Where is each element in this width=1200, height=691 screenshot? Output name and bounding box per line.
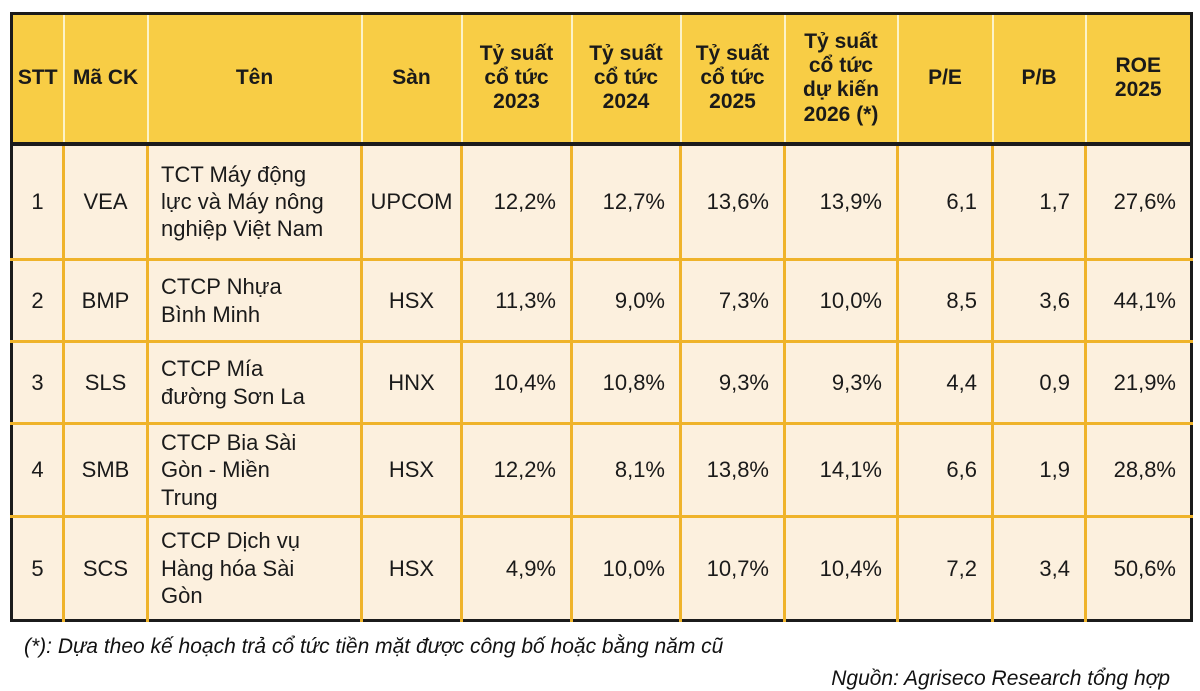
cell-ten: CTCP Bia Sài Gòn - Miền Trung <box>146 422 363 518</box>
cell-ten: CTCP Mía đường Sơn La <box>146 340 363 425</box>
cell-ty-suat-2026: 10,0% <box>783 258 899 343</box>
cell-roe: 28,8% <box>1084 422 1192 518</box>
cell-ma-ck: BMP <box>62 258 149 343</box>
column-header-ten: Tên <box>146 13 362 146</box>
cell-ty-suat-2024: 10,8% <box>570 340 682 425</box>
header-line: ROE <box>1115 53 1161 77</box>
header-line: cổ tức <box>593 66 659 90</box>
header-line: Tỷ suất <box>804 29 878 53</box>
table-row: 4 SMB CTCP Bia Sài Gòn - Miền Trung HSX … <box>11 422 1192 518</box>
header-line: Sàn <box>392 66 431 90</box>
cell-san: HNX <box>360 340 463 425</box>
header-line: dự kiến <box>803 78 879 102</box>
footnote-text: (*): Dựa theo kế hoạch trả cổ tức tiền m… <box>24 634 724 658</box>
cell-san: UPCOM <box>360 142 463 261</box>
cell-ty-suat-2025: 10,7% <box>679 514 786 621</box>
cell-pe: 6,1 <box>896 142 994 261</box>
header-line: 2026 (*) <box>803 102 879 126</box>
cell-roe: 44,1% <box>1084 258 1192 343</box>
cell-ty-suat-2025: 7,3% <box>679 258 786 343</box>
dividend-yield-table: STT Mã CK Tên Sàn Tỷ suất cổ tức 2023 Tỷ… <box>10 12 1193 622</box>
cell-stt: 1 <box>11 142 65 261</box>
table-row: 1 VEA TCT Máy động lực và Máy nông nghiệ… <box>11 142 1192 261</box>
header-line: 2024 <box>602 90 650 114</box>
cell-pb: 1,7 <box>991 142 1087 261</box>
cell-ty-suat-2023: 4,9% <box>460 514 573 621</box>
header-line: Mã CK <box>72 66 139 90</box>
column-header-ma-ck: Mã CK <box>62 13 148 146</box>
column-header-san: Sàn <box>360 13 462 146</box>
header-line: Tỷ suất <box>479 41 554 65</box>
header-line: Tỷ suất <box>695 41 770 65</box>
cell-ty-suat-2023: 12,2% <box>460 142 573 261</box>
cell-pe: 8,5 <box>896 258 994 343</box>
source-attribution: Nguồn: Agriseco Research tổng hợp <box>831 666 1170 690</box>
column-header-ty-suat-du-kien-2026: Tỷ suất cổ tức dự kiến 2026 (*) <box>783 13 898 146</box>
header-row: STT Mã CK Tên Sàn Tỷ suất cổ tức 2023 Tỷ… <box>11 13 1192 146</box>
cell-pb: 3,4 <box>991 514 1087 621</box>
cell-roe: 21,9% <box>1084 340 1192 425</box>
table-row: 3 SLS CTCP Mía đường Sơn La HNX 10,4% 10… <box>11 340 1192 425</box>
header-line: Tên <box>235 66 274 90</box>
cell-ma-ck: SCS <box>62 514 149 621</box>
header-line: cổ tức <box>484 66 549 90</box>
cell-ty-suat-2024: 10,0% <box>570 514 682 621</box>
header-line: Tỷ suất <box>589 41 663 65</box>
column-header-ty-suat-2023: Tỷ suất cổ tức 2023 <box>460 13 572 146</box>
header-line: STT <box>17 66 58 90</box>
cell-san: HSX <box>360 514 463 621</box>
header-line: P/B <box>1021 66 1057 90</box>
cell-ty-suat-2023: 11,3% <box>460 258 573 343</box>
cell-pb: 1,9 <box>991 422 1087 518</box>
notes-section: (*): Dựa theo kế hoạch trả cổ tức tiền m… <box>10 635 1190 691</box>
column-header-stt: STT <box>11 13 64 146</box>
cell-stt: 5 <box>11 514 65 621</box>
cell-ma-ck: VEA <box>62 142 149 261</box>
header-line: 2025 <box>1114 78 1162 102</box>
cell-ty-suat-2024: 8,1% <box>570 422 682 518</box>
cell-ty-suat-2025: 13,8% <box>679 422 786 518</box>
cell-ty-suat-2023: 10,4% <box>460 340 573 425</box>
cell-ty-suat-2025: 13,6% <box>679 142 786 261</box>
cell-ten: CTCP Dịch vụ Hàng hóa Sài Gòn <box>146 514 363 621</box>
cell-roe: 27,6% <box>1084 142 1192 261</box>
cell-ma-ck: SLS <box>62 340 149 425</box>
cell-san: HSX <box>360 422 463 518</box>
cell-pe: 7,2 <box>896 514 994 621</box>
column-header-pe: P/E <box>896 13 993 146</box>
table-row: 2 BMP CTCP Nhựa Bình Minh HSX 11,3% 9,0%… <box>11 258 1192 343</box>
header-line: P/E <box>928 66 962 90</box>
cell-pb: 3,6 <box>991 258 1087 343</box>
cell-san: HSX <box>360 258 463 343</box>
cell-stt: 3 <box>11 340 65 425</box>
column-header-ty-suat-2024: Tỷ suất cổ tức 2024 <box>570 13 681 146</box>
table-row: 5 SCS CTCP Dịch vụ Hàng hóa Sài Gòn HSX … <box>11 514 1192 621</box>
cell-ty-suat-2026: 10,4% <box>783 514 899 621</box>
cell-ty-suat-2025: 9,3% <box>679 340 786 425</box>
header-line: cổ tức <box>700 66 765 90</box>
header-line: 2025 <box>709 90 756 114</box>
cell-ty-suat-2026: 9,3% <box>783 340 899 425</box>
column-header-roe-2025: ROE 2025 <box>1084 13 1192 146</box>
cell-ten: TCT Máy động lực và Máy nông nghiệp Việt… <box>146 142 363 261</box>
cell-roe: 50,6% <box>1084 514 1192 621</box>
cell-ten: CTCP Nhựa Bình Minh <box>146 258 363 343</box>
cell-ty-suat-2024: 9,0% <box>570 258 682 343</box>
column-header-ty-suat-2025: Tỷ suất cổ tức 2025 <box>679 13 785 146</box>
cell-stt: 2 <box>11 258 65 343</box>
cell-pe: 6,6 <box>896 422 994 518</box>
column-header-pb: P/B <box>991 13 1086 146</box>
cell-ty-suat-2023: 12,2% <box>460 422 573 518</box>
cell-ty-suat-2024: 12,7% <box>570 142 682 261</box>
cell-ty-suat-2026: 13,9% <box>783 142 899 261</box>
cell-pb: 0,9 <box>991 340 1087 425</box>
cell-pe: 4,4 <box>896 340 994 425</box>
header-line: cổ tức <box>808 53 874 77</box>
cell-ty-suat-2026: 14,1% <box>783 422 899 518</box>
cell-stt: 4 <box>11 422 65 518</box>
header-line: 2023 <box>493 90 540 114</box>
cell-ma-ck: SMB <box>62 422 149 518</box>
